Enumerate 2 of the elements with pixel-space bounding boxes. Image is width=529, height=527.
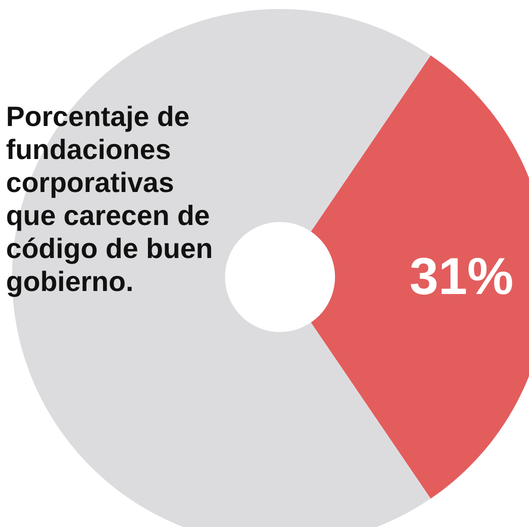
text: Porcentaje de fundaciones corporativas que carecen de código de buen gobierno. — [6, 100, 214, 298]
data-label: 31% — [409, 248, 514, 306]
